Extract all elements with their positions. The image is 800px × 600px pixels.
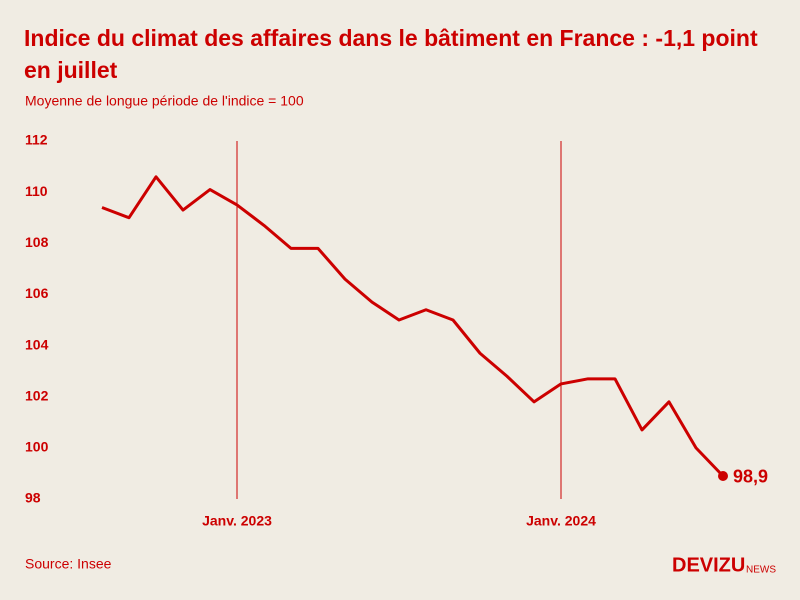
value-label: 98,9	[733, 467, 768, 487]
y-tick-label: 98	[25, 490, 41, 506]
title-box: Indice du climat des affaires dans le bâ…	[24, 25, 758, 83]
logo: DEVIZU	[672, 554, 745, 576]
y-tick-label: 106	[25, 285, 49, 301]
chart-subtitle: Moyenne de longue période de l'indice = …	[25, 93, 304, 109]
end-point	[718, 470, 728, 481]
y-tick-label: 108	[25, 234, 49, 250]
y-tick-label: 112	[25, 132, 48, 148]
y-tick-label: 100	[25, 439, 49, 455]
y-tick-label: 110	[25, 183, 48, 199]
logo-suffix: NEWS	[746, 565, 776, 576]
x-tick-label: Janv. 2023	[202, 513, 272, 529]
line	[101, 175, 725, 478]
x-tick-label: Janv. 2024	[526, 513, 596, 529]
y-tick-label: 104	[25, 336, 49, 352]
y-tick-label: 102	[25, 387, 49, 403]
source: Source: Insee	[25, 556, 112, 572]
chart-title: Indice du climat des affaires dans le bâ…	[24, 25, 758, 83]
